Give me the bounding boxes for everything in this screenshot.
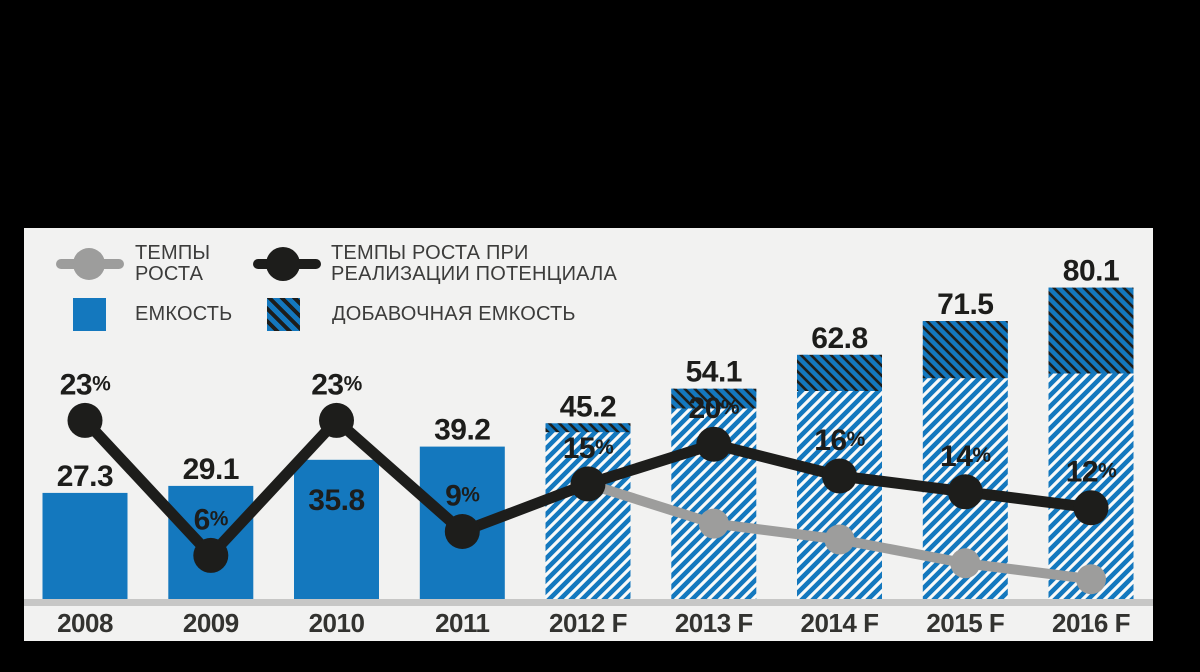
- blue-square-swatch-icon: [73, 298, 106, 331]
- year-label-2011: 2011: [435, 608, 489, 638]
- value-label-2013-f: 54.1: [686, 356, 742, 389]
- legend-label-growth-rate: ТЕМПЫ РОСТА: [135, 243, 210, 285]
- year-label-2009: 2009: [183, 608, 239, 638]
- gray-line-marker-icon: [56, 248, 124, 280]
- growth-rate-dot-2016-f: [1076, 564, 1106, 595]
- legend-item-growth-rate-potential: ТЕМПЫ РОСТА ПРИ РЕАЛИЗАЦИИ ПОТЕНЦИАЛА: [252, 243, 617, 285]
- potential-dot-2012-f: [570, 466, 606, 502]
- year-label-2010: 2010: [309, 608, 365, 638]
- value-label-2015-f: 71.5: [937, 288, 993, 321]
- bar-additional-2013-f: [671, 388, 757, 409]
- value-label-2009: 29.1: [183, 453, 239, 486]
- bar-2010: [294, 459, 379, 599]
- legend-item-growth-rate: ТЕМПЫ РОСТА: [55, 243, 210, 285]
- bar-2008: [42, 492, 128, 599]
- year-label-2012-f: 2012 F: [549, 608, 627, 638]
- pct-label-2016-f: 12%: [1066, 456, 1117, 489]
- legend-label-potential-line1: ТЕМПЫ РОСТА ПРИ: [331, 242, 529, 264]
- chart-legend: ТЕМПЫ РОСТА ТЕМПЫ РОСТА ПРИ РЕАЛИЗАЦИИ П…: [24, 228, 1153, 338]
- year-label-2008: 2008: [57, 608, 113, 638]
- potential-dot-2010: [319, 402, 354, 438]
- legend-label-growth-rate-line2: РОСТА: [135, 263, 204, 285]
- hatched-square-swatch-icon: [267, 298, 300, 331]
- year-label-2015-f: 2015 F: [926, 608, 1004, 638]
- value-label-2008: 27.3: [57, 460, 113, 493]
- growth-rate-dot-2014-f: [824, 524, 855, 555]
- value-label-2012-f: 45.2: [560, 390, 616, 423]
- bar-additional-2012-f: [545, 423, 631, 433]
- potential-dot-2015-f: [947, 474, 983, 510]
- legend-label-capacity: ЕМКОСТЬ: [135, 304, 233, 325]
- value-label-2014-f: 62.8: [811, 322, 867, 355]
- value-label-2011: 39.2: [434, 414, 490, 447]
- pct-label-2008: 23%: [60, 368, 111, 401]
- legend-label-growth-rate-potential: ТЕМПЫ РОСТА ПРИ РЕАЛИЗАЦИИ ПОТЕНЦИАЛА: [331, 243, 617, 285]
- chart-panel: 27.3 23% 2008 29.1 6% 2009 35.8 23% 2010 39.2 9% 20…: [24, 228, 1153, 641]
- legend-item-capacity: ЕМКОСТЬ: [73, 298, 233, 331]
- legend-label-additional-capacity-text: ДОБАВОЧНАЯ ЕМКОСТЬ: [332, 303, 576, 325]
- legend-item-additional-capacity: ДОБАВОЧНАЯ ЕМКОСТЬ: [267, 298, 576, 331]
- growth-rate-dot-2015-f: [950, 548, 981, 579]
- bar-additional-2015-f: [922, 321, 1008, 379]
- capacity-growth-combo-chart: 27.323%200829.16%200935.823%201039.29%20…: [24, 255, 1153, 638]
- potential-dot-2009: [193, 537, 229, 573]
- potential-dot-2011: [444, 514, 480, 549]
- bar-2012-f: [545, 423, 631, 599]
- potential-dot-2016-f: [1073, 490, 1109, 526]
- value-label-2016-f: 80.1: [1063, 255, 1119, 288]
- value-label-2010: 35.8: [308, 484, 364, 517]
- potential-dot-2013-f: [696, 426, 732, 462]
- pct-label-2014-f: 16%: [814, 424, 865, 457]
- year-label-2014-f: 2014 F: [801, 608, 879, 638]
- growth-rate-dot-2013-f: [698, 508, 729, 539]
- black-line-marker-icon: [253, 247, 321, 281]
- potential-dot-2008: [67, 402, 103, 438]
- bar-additional-2014-f: [797, 354, 882, 391]
- potential-dot-2014-f: [822, 458, 857, 494]
- axis-baseline: [24, 599, 1153, 606]
- legend-label-additional-capacity: ДОБАВОЧНАЯ ЕМКОСТЬ: [332, 304, 576, 325]
- legend-label-capacity-text: ЕМКОСТЬ: [135, 303, 233, 325]
- year-label-2016-f: 2016 F: [1052, 608, 1130, 638]
- bar-2013-f: [671, 388, 757, 599]
- pct-label-2015-f: 14%: [940, 440, 991, 473]
- legend-label-potential-line2: РЕАЛИЗАЦИИ ПОТЕНЦИАЛА: [331, 263, 618, 285]
- year-label-2013-f: 2013 F: [675, 608, 753, 638]
- pct-label-2010: 23%: [311, 368, 362, 401]
- legend-label-growth-rate-line1: ТЕМПЫ: [135, 242, 211, 264]
- bar-additional-2016-f: [1048, 287, 1134, 374]
